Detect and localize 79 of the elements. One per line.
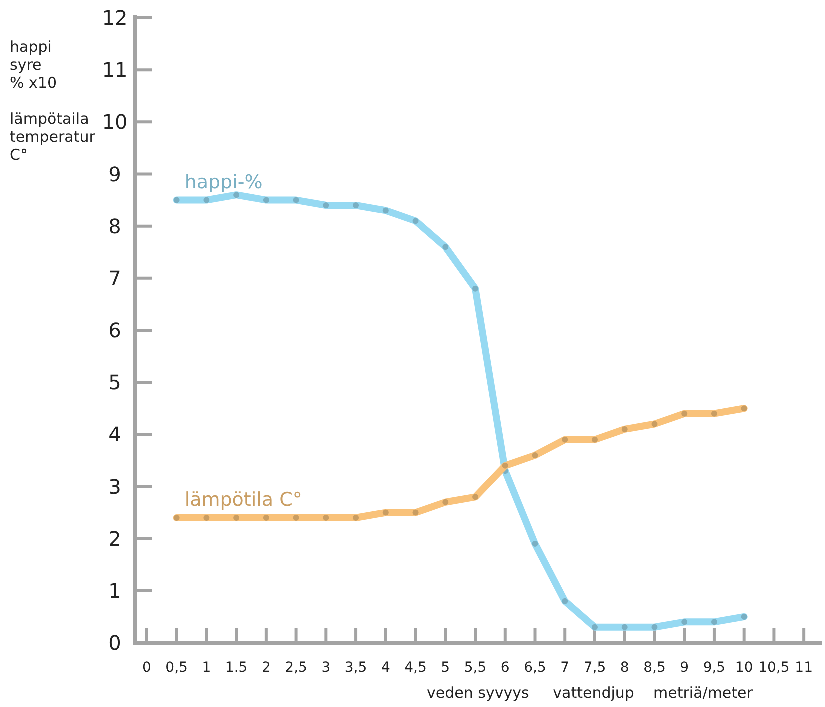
point [442,244,449,250]
point [174,515,180,521]
point [204,515,210,521]
point [562,436,568,443]
y-tick-label: 7 [108,266,122,290]
x-tick-label: 0 [142,660,152,676]
point [382,510,389,516]
point [652,624,658,630]
x-tick-label: 0,5 [166,660,188,676]
x-tick-label: 10 [735,660,754,676]
y-tick-label: 9 [108,162,122,186]
y-tick-label: 11 [102,58,128,82]
x-tick-label: 9,5 [703,660,726,676]
point [741,406,748,412]
x-tick-label: 9 [680,660,690,676]
point [622,426,628,432]
y-tick-label: 3 [108,474,122,499]
point [353,202,360,208]
point [382,208,389,214]
x-tick-label: 3,5 [344,660,368,676]
point [263,515,270,521]
y-tick-label: 2 [108,526,122,551]
x-tick-label: 1.5 [225,660,248,676]
point [293,197,300,204]
y-tick-label: 6 [108,318,122,342]
point [353,515,360,521]
x-tick-label: 1 [202,660,212,676]
point [682,410,688,417]
x-tick-label: 11 [795,660,813,676]
x-tick-label: 2,5 [285,660,308,676]
series-label: happi-% [184,171,263,194]
point [472,494,479,500]
point [592,624,598,630]
point [711,410,718,417]
y-tick-label: 1 [108,578,122,603]
point [741,614,748,620]
y-tick-label: 12 [102,6,128,30]
x-tick-label: 5,5 [464,660,487,676]
x-tick-label: 8 [620,660,630,676]
point [562,598,568,604]
x-tick-label: 8,5 [644,660,666,676]
point [174,197,180,204]
point [502,462,508,469]
point [682,619,688,626]
point [652,421,658,428]
y-tick-label: 0 [108,631,122,655]
point [234,192,240,198]
point [412,510,419,516]
point [532,452,538,458]
point [323,515,330,521]
point [323,202,330,208]
x-tick-label: 4,5 [404,660,427,676]
x-tick-label: 6,5 [524,660,546,676]
x-tick-label: 7,5 [584,660,606,676]
x-tick-label: 3 [322,660,331,676]
x-tick-label: 6 [500,660,510,676]
y-tick-label: 4 [108,422,122,447]
point [412,218,419,224]
point [592,436,598,443]
point [532,541,538,548]
x-tick-label: 5 [441,660,450,676]
series-label: lämpötila C° [184,489,302,511]
point [204,197,210,204]
point [293,515,300,521]
y-tick-label: 5 [108,370,122,395]
point [442,499,449,506]
y-tick-label: 10 [102,110,128,134]
x-axis-title: veden syvyys vattendjup metriä/meter [427,684,754,702]
x-tick-label: 4 [381,660,390,676]
point [622,624,628,630]
y-tick-label: 8 [108,214,122,238]
point [234,515,240,521]
x-tick-label: 7 [560,660,570,676]
point [711,619,718,626]
x-tick-label: 10,5 [758,660,790,676]
point [263,197,270,204]
point [472,286,479,292]
x-tick-label: 2 [262,660,271,676]
text: happi syre % x10 lämpötaila temperatur C° [10,38,96,164]
